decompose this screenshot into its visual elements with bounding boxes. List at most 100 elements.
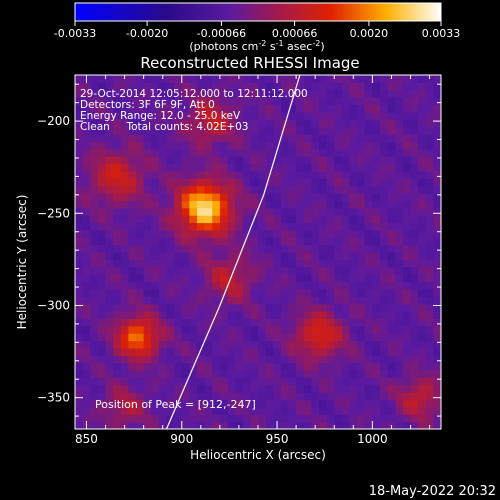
heatmap-cell [410,281,419,290]
heatmap-cell [326,126,335,135]
heatmap-cell [128,370,137,378]
heatmap-cell [158,163,168,172]
heatmap-cell [273,148,282,157]
heatmap-cell [212,170,221,179]
heatmap-cell [97,207,107,216]
heatmap-cell [303,399,312,408]
heatmap-cell [174,414,183,423]
heatmap-cell [280,97,290,106]
heatmap-cell [158,399,168,408]
heatmap-cell [174,185,183,194]
heatmap-cell [341,75,351,83]
heatmap-cell [303,148,312,157]
heatmap-cell [372,237,381,246]
heatmap-cell [189,333,198,342]
heatmap-cell [105,229,114,238]
heatmap-cell [418,333,427,342]
heatmap-cell [296,274,305,283]
heatmap-cell [235,355,244,364]
heatmap-cell [319,303,328,312]
heatmap-cell [197,392,206,401]
heatmap-cell [151,406,160,415]
heatmap-cell [433,75,441,83]
heatmap-cell [128,421,137,429]
heatmap-cell [364,141,373,150]
heatmap-cell [90,89,99,98]
heatmap-cell [364,362,373,371]
heatmap-cell [166,148,175,157]
heatmap-cell [197,311,206,319]
heatmap-cell [250,156,259,165]
heatmap-cell [166,406,175,415]
heatmap-cell [349,178,358,187]
heatmap-cell [212,325,221,334]
heatmap-cell [303,185,312,194]
heatmap-cell [410,200,419,209]
heatmap-cell [380,111,389,120]
heatmap-cell [349,163,358,172]
heatmap-cell [235,185,244,194]
heatmap-cell [265,178,274,187]
heatmap-cell [341,347,351,356]
heatmap-cell [242,141,251,150]
heatmap-cell [334,347,343,356]
heatmap-cell [82,340,91,349]
heatmap-cell [311,141,320,150]
heatmap-cell [136,377,145,386]
heatmap-cell [265,370,274,378]
heatmap-cell [189,200,198,209]
heatmap-cell [158,244,168,253]
heatmap-cell [319,185,328,194]
heatmap-cell [166,126,175,135]
heatmap-cell [158,325,168,334]
heatmap-cell [395,347,404,356]
heatmap-cell [402,384,412,393]
heatmap-cell [105,148,114,157]
heatmap-cell [433,347,441,356]
heatmap-cell [105,370,114,378]
heatmap-cell [227,340,236,349]
heatmap-cell [265,414,274,423]
heatmap-cell [273,377,282,386]
heatmap-cell [433,126,441,135]
heatmap-cell [250,178,259,187]
heatmap-cell [433,406,441,415]
heatmap-cell [402,229,412,238]
heatmap-cell [341,266,351,275]
heatmap-cell [143,399,152,408]
colorbar-ticks: -0.0033 -0.0020 -0.00066 0.00066 0.0020 0.003… [54,21,460,40]
heatmap-cell [425,237,434,246]
heatmap-cell [90,303,99,312]
heatmap-cell [113,347,122,356]
heatmap-cell [158,97,168,106]
heatmap-cell [418,97,427,106]
heatmap-cell [75,89,84,98]
heatmap-cell [433,333,441,342]
heatmap-cell [189,288,198,297]
heatmap-cell [326,207,335,216]
heatmap-cell [372,266,381,275]
heatmap-cell [418,370,427,378]
heatmap-cell [250,259,259,268]
heatmap-cell [402,325,412,334]
heatmap-cell [349,229,358,238]
heatmap-cell [212,333,221,342]
heatmap-cell [433,193,441,201]
heatmap-cell [258,370,267,378]
heatmap-cell [402,355,412,364]
heatmap-cell [395,126,404,135]
heatmap-cell [151,119,160,128]
heatmap-cell [204,362,213,371]
heatmap-cell [380,148,389,157]
heatmap-cell [265,377,274,386]
heatmap-cell [197,377,206,386]
heatmap-cell [433,325,441,334]
heatmap-cell [418,252,427,260]
heatmap-cell [402,406,412,415]
heatmap-cell [204,333,213,342]
heatmap-cell [75,340,84,349]
heatmap-cell [303,311,312,319]
heatmap-cell [151,156,160,165]
heatmap-cell [410,222,419,231]
heatmap-cell [158,392,168,401]
